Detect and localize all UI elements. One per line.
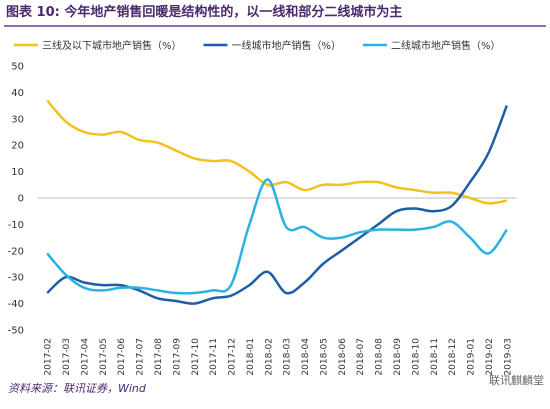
x-tick-label: 2018-02 — [264, 338, 274, 376]
x-tick-label: 2018-06 — [338, 338, 348, 376]
x-tick-label: 2018-03 — [283, 338, 293, 376]
y-tick-label: -10 — [8, 220, 24, 231]
series-line — [46, 99, 508, 205]
x-tick-label: 2018-09 — [393, 338, 403, 376]
y-tick-label: -30 — [8, 273, 24, 284]
legend-label: 二线城市地产销售（%） — [391, 39, 501, 52]
x-tick-label: 2017-08 — [154, 338, 164, 376]
x-tick-label: 2017-10 — [191, 338, 201, 376]
x-tick-label: 2017-05 — [99, 338, 109, 376]
x-tick-label: 2017-11 — [209, 338, 219, 376]
y-tick-label: 40 — [11, 88, 24, 99]
y-tick-label: 50 — [11, 62, 24, 73]
x-tick-label: 2019-01 — [467, 338, 477, 376]
y-tick-label: 20 — [11, 141, 24, 152]
x-tick-label: 2018-12 — [448, 338, 458, 376]
series-line — [46, 105, 508, 305]
x-tick-label: 2017-06 — [117, 338, 127, 376]
source-note: 资料来源：联讯证券，Wind — [8, 382, 147, 395]
x-tick-label: 2018-07 — [356, 338, 366, 376]
x-tick-label: 2019-03 — [503, 338, 513, 376]
x-tick-label: 2018-08 — [375, 338, 385, 376]
x-tick-label: 2018-04 — [301, 338, 311, 376]
x-tick-label: 2017-02 — [44, 338, 54, 376]
legend-label: 三线及以下城市地产销售（%） — [42, 39, 182, 52]
y-tick-label: 30 — [11, 114, 24, 125]
x-tick-label: 2018-10 — [411, 338, 421, 376]
watermark: 联讯麒麟堂 — [489, 373, 544, 387]
x-tick-label: 2017-03 — [62, 338, 72, 376]
series-line — [46, 178, 508, 295]
y-tick-label: -40 — [8, 299, 24, 310]
x-tick-label: 2018-11 — [430, 338, 440, 376]
x-tick-label: 2017-12 — [228, 338, 238, 376]
x-tick-label: 2019-02 — [485, 338, 495, 376]
y-tick-label: 10 — [11, 167, 24, 178]
x-tick-label: 2018-05 — [319, 338, 329, 376]
x-tick-label: 2017-09 — [172, 338, 182, 376]
y-tick-label: -50 — [8, 326, 24, 337]
y-tick-label: -20 — [8, 246, 24, 257]
x-tick-label: 2018-01 — [246, 338, 256, 376]
chart-title: 图表 10: 今年地产销售回暖是结构性的，以一线和部分二线城市为主 — [6, 4, 402, 20]
y-tick-label: 0 — [18, 194, 24, 205]
x-tick-label: 2017-04 — [80, 338, 90, 376]
x-tick-label: 2017-07 — [136, 338, 146, 376]
legend-label: 一线城市地产销售（%） — [232, 39, 342, 52]
